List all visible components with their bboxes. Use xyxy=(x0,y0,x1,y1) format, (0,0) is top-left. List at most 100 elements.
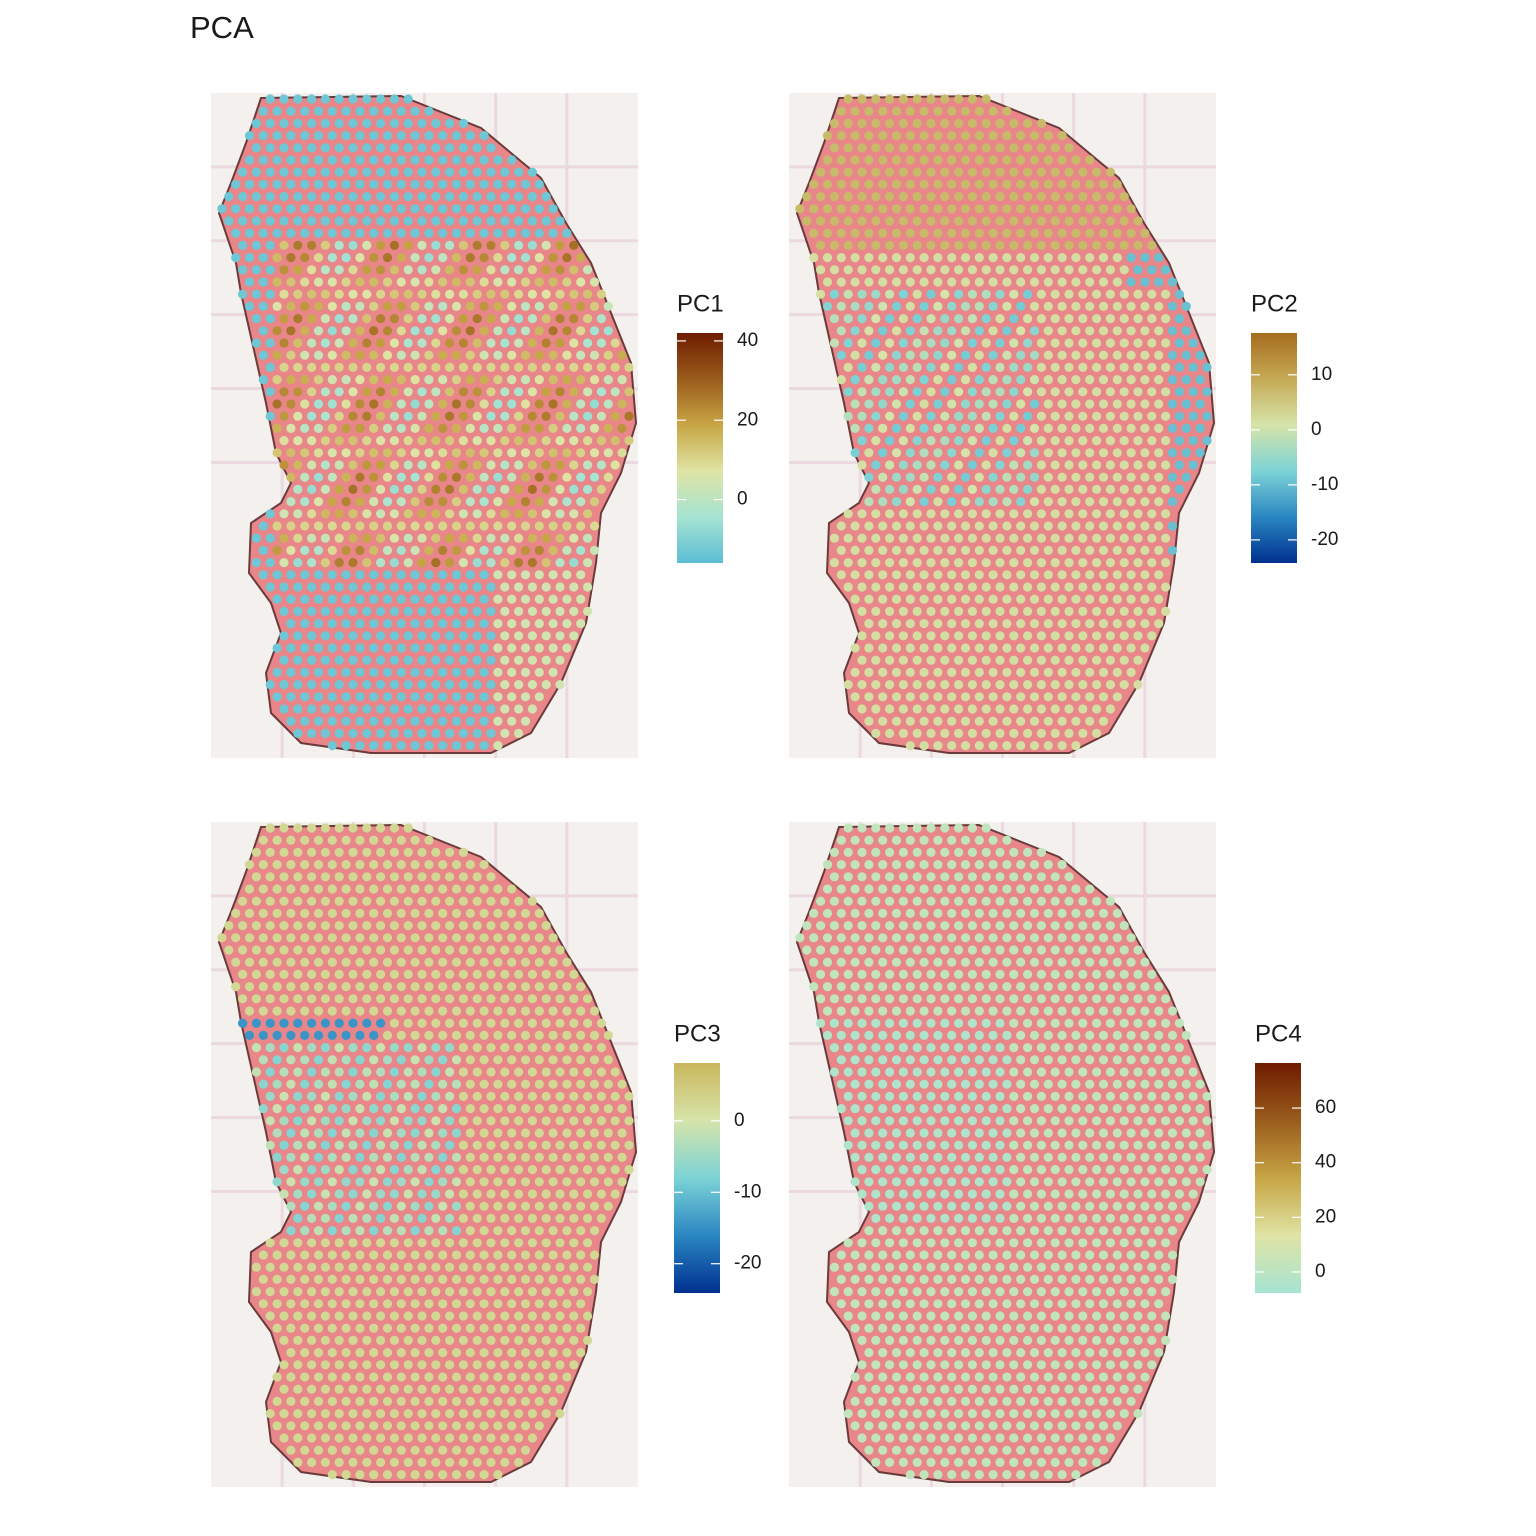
spot xyxy=(417,143,427,153)
spot xyxy=(981,921,991,931)
spot xyxy=(431,1262,441,1272)
spot xyxy=(472,167,482,177)
spot xyxy=(1092,1140,1102,1150)
spot xyxy=(864,301,874,311)
spot xyxy=(300,1323,310,1333)
spot xyxy=(472,411,482,421)
spot xyxy=(313,1348,324,1358)
spot xyxy=(898,1189,908,1199)
spot xyxy=(369,1226,379,1236)
spot xyxy=(479,643,489,653)
spot xyxy=(286,957,296,967)
spot xyxy=(829,558,839,568)
spot xyxy=(885,314,895,324)
spot xyxy=(389,289,399,299)
spot xyxy=(954,1091,964,1101)
spot xyxy=(919,1128,929,1138)
spot xyxy=(596,1067,606,1077)
spot xyxy=(472,1262,482,1272)
spot xyxy=(898,192,908,202)
spot xyxy=(1078,1043,1088,1053)
spot xyxy=(822,1030,833,1040)
spot xyxy=(816,289,826,299)
spot xyxy=(424,1299,434,1309)
spot xyxy=(1188,338,1198,348)
spot xyxy=(1140,1030,1150,1040)
spot xyxy=(947,155,957,165)
spot xyxy=(376,1287,386,1297)
spot xyxy=(857,1360,867,1370)
spot xyxy=(541,1091,551,1101)
spot xyxy=(1050,216,1060,226)
spot xyxy=(431,606,441,617)
spot xyxy=(403,631,413,641)
spot xyxy=(981,216,991,226)
spot xyxy=(562,448,572,458)
spot xyxy=(1071,1128,1081,1138)
spot xyxy=(507,982,517,992)
spot xyxy=(465,472,475,482)
spot xyxy=(548,1055,558,1065)
spot xyxy=(465,545,475,555)
spot xyxy=(451,1030,462,1040)
spot xyxy=(341,594,351,604)
spot xyxy=(576,521,586,531)
spot xyxy=(438,1250,448,1260)
spot xyxy=(981,631,991,641)
spot xyxy=(905,521,915,531)
spot xyxy=(507,1274,517,1284)
spot xyxy=(857,1335,867,1345)
spot xyxy=(919,957,929,967)
spot xyxy=(500,1213,510,1223)
spot xyxy=(355,667,365,678)
spot xyxy=(1064,192,1074,202)
spot xyxy=(355,277,365,287)
spot xyxy=(362,872,372,882)
spot xyxy=(1050,1018,1060,1028)
spot xyxy=(438,667,448,678)
spot xyxy=(871,1018,881,1028)
spot xyxy=(850,884,860,894)
spot xyxy=(1029,1104,1040,1114)
spatial-panel xyxy=(211,822,638,1487)
spot xyxy=(396,1104,406,1114)
spot xyxy=(850,860,860,870)
spot xyxy=(541,1238,551,1248)
spot xyxy=(272,326,282,336)
spot xyxy=(541,655,551,665)
spot xyxy=(376,1238,386,1248)
spot xyxy=(891,1396,902,1406)
spot xyxy=(410,131,420,141)
spot xyxy=(569,1213,579,1223)
spot xyxy=(1119,484,1129,494)
spot xyxy=(451,399,462,409)
spot xyxy=(341,884,351,894)
spot xyxy=(1078,484,1088,494)
spot xyxy=(829,240,839,250)
spot xyxy=(947,619,957,629)
spot xyxy=(527,631,537,641)
spot xyxy=(520,933,531,943)
spot xyxy=(313,692,324,702)
spot xyxy=(493,545,503,555)
spot xyxy=(967,94,977,104)
spot xyxy=(1112,594,1122,604)
spot xyxy=(1029,1323,1040,1333)
spot xyxy=(1078,896,1088,906)
spot xyxy=(431,436,441,446)
spot xyxy=(1002,570,1012,580)
spot xyxy=(912,314,922,324)
spot xyxy=(995,1213,1005,1223)
spot xyxy=(534,1104,544,1114)
spot xyxy=(1092,533,1102,543)
spot xyxy=(850,933,860,943)
spot xyxy=(403,994,413,1004)
spot xyxy=(1195,1152,1205,1162)
spot xyxy=(272,1396,282,1406)
spot xyxy=(1133,1091,1143,1101)
spot xyxy=(1112,301,1122,311)
spot xyxy=(272,399,282,409)
spot xyxy=(382,1299,393,1309)
spot xyxy=(389,921,399,931)
spot xyxy=(1154,1250,1164,1260)
